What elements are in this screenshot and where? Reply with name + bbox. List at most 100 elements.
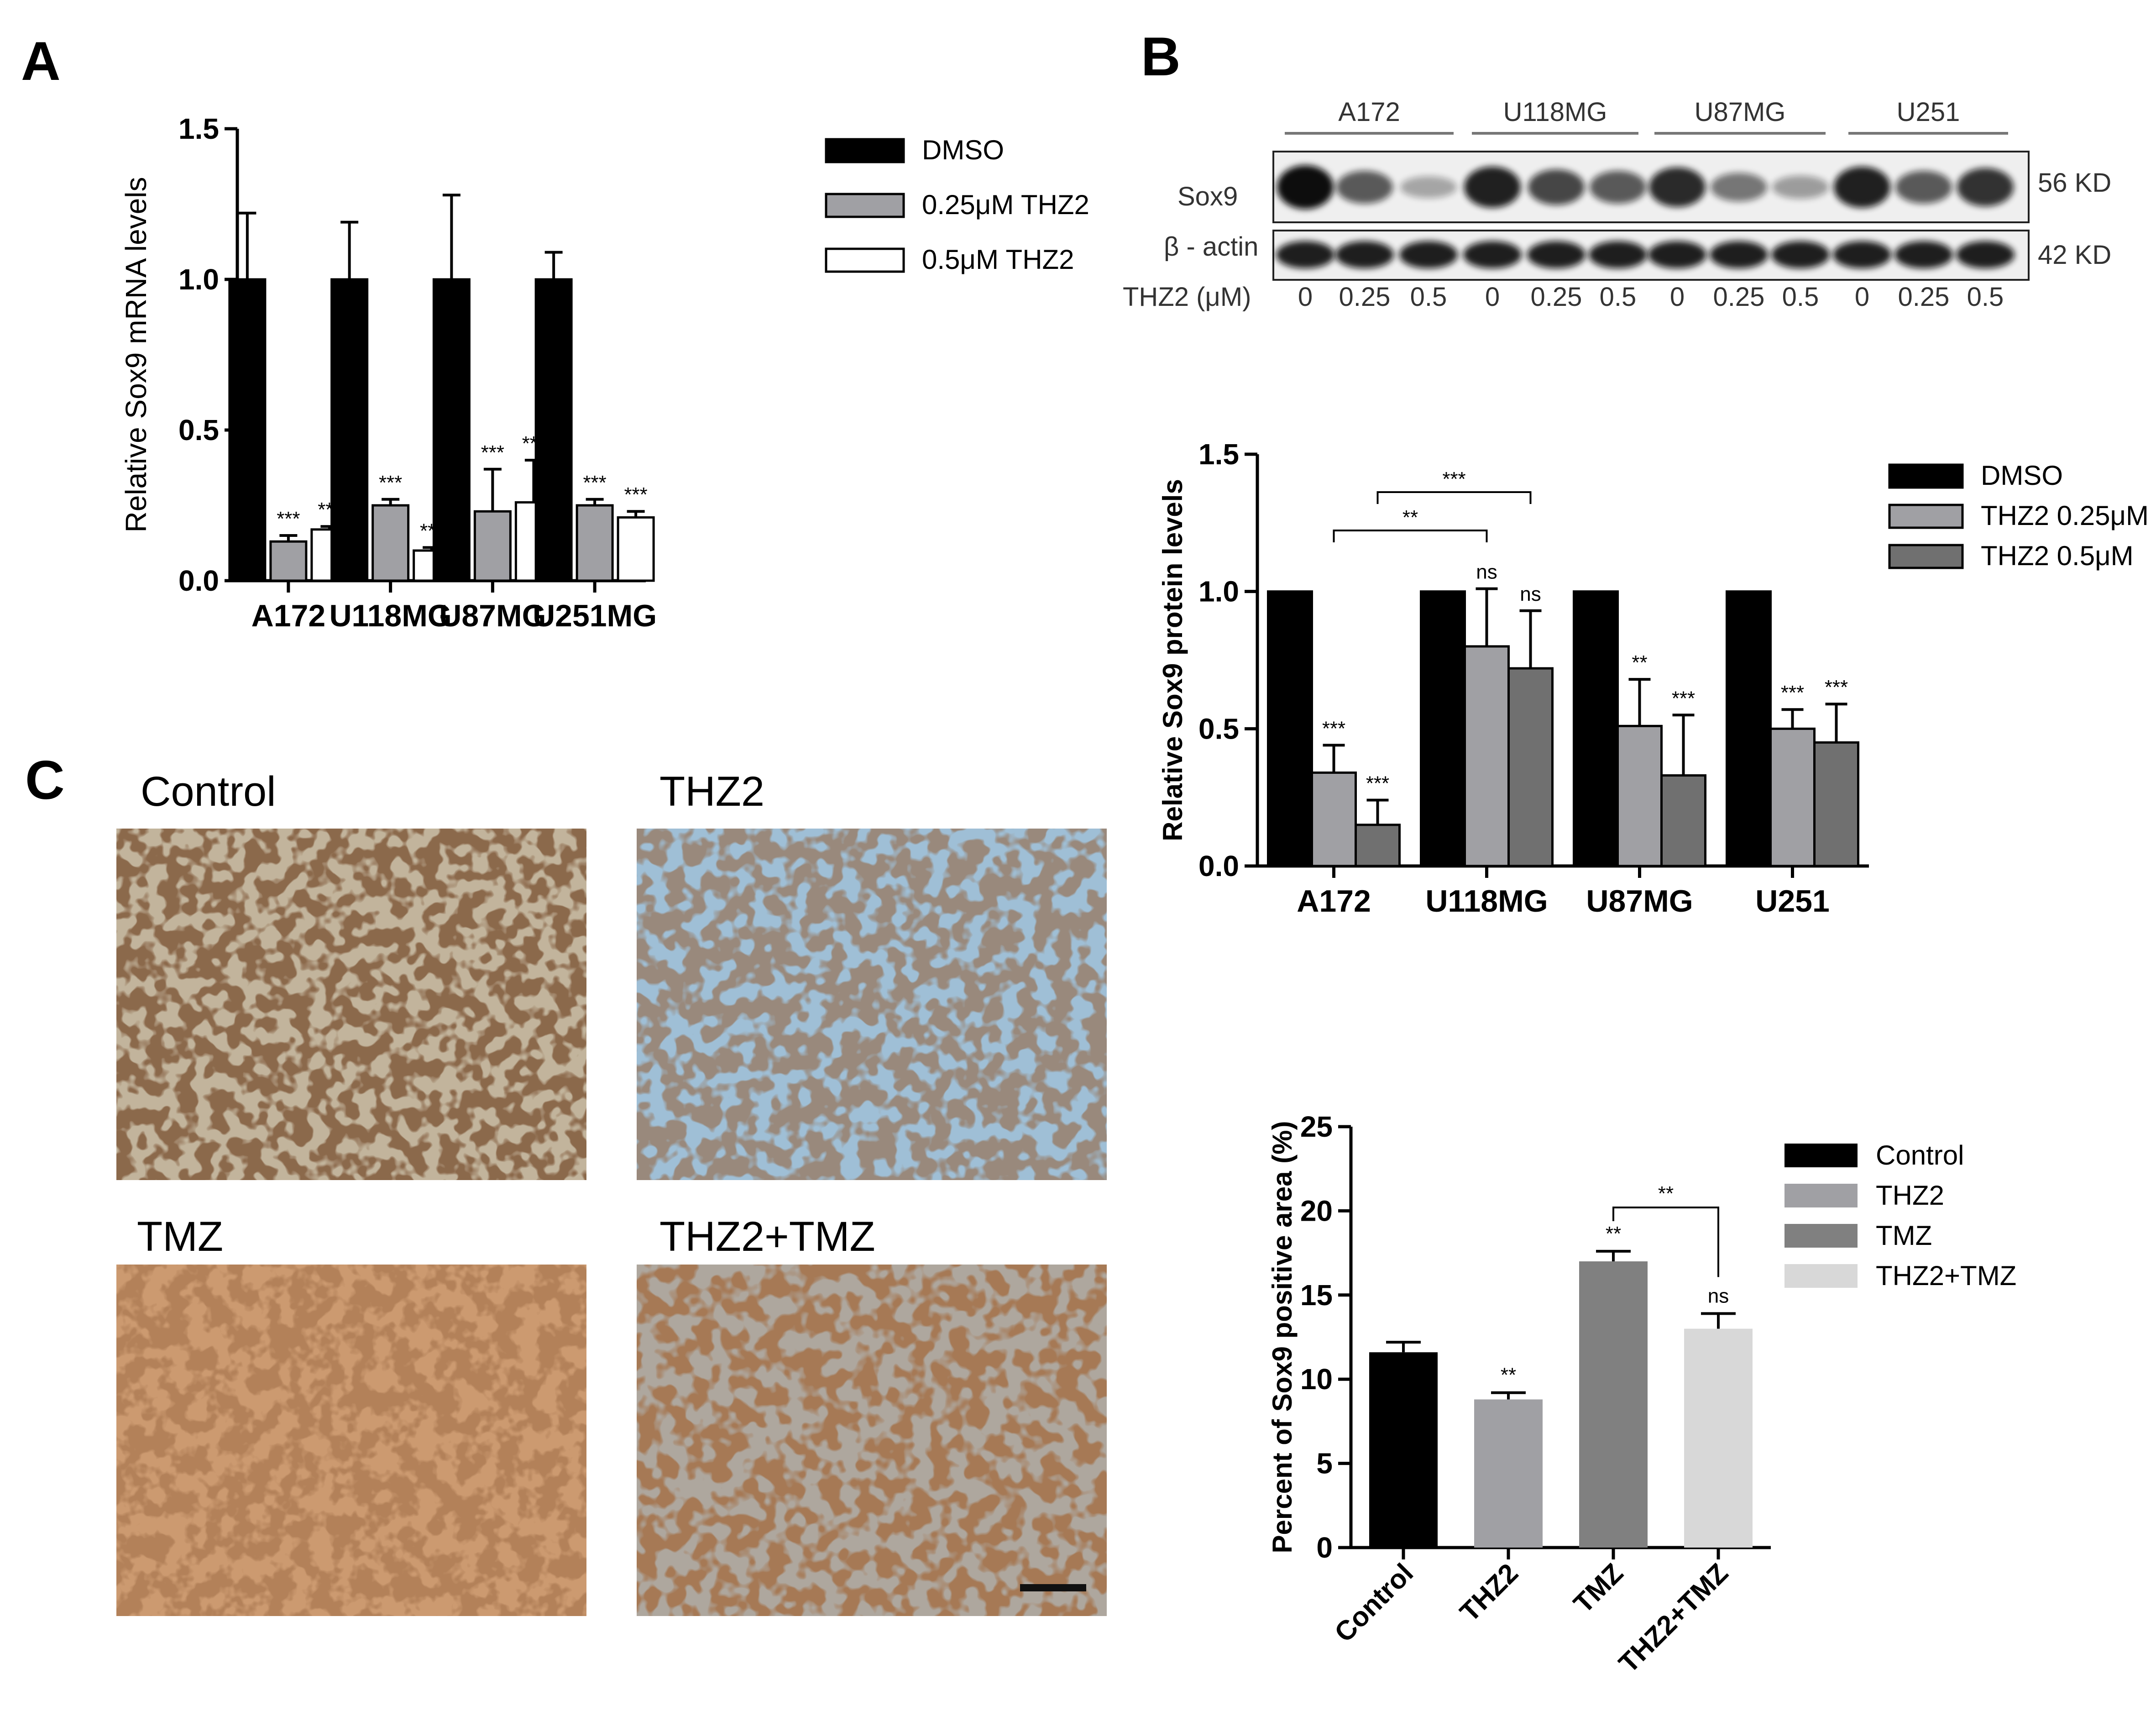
significance-label: ns bbox=[1708, 1285, 1729, 1307]
micrograph-thz2 bbox=[637, 829, 1107, 1180]
bar bbox=[1813, 741, 1859, 867]
significance-label: *** bbox=[379, 472, 402, 494]
micrograph-control bbox=[116, 829, 586, 1180]
micrograph-thz2-tmz bbox=[637, 1265, 1107, 1616]
x-tick-label: Control bbox=[1329, 1558, 1419, 1648]
actin-band bbox=[1771, 241, 1830, 268]
sox9-band bbox=[1957, 168, 2014, 206]
significance-label: *** bbox=[583, 472, 606, 494]
y-tick-label: 20 bbox=[1300, 1194, 1333, 1227]
bar bbox=[1267, 590, 1313, 867]
comparison-bracket bbox=[1333, 530, 1488, 542]
y-axis-label: Relative Sox9 protein levels bbox=[1157, 479, 1188, 841]
panel-label-b: B bbox=[1141, 26, 1181, 87]
significance-label: ** bbox=[1632, 651, 1647, 674]
legend-swatch bbox=[1888, 504, 1964, 529]
bar bbox=[432, 278, 471, 582]
y-tick-label: 0.0 bbox=[178, 564, 219, 597]
blot-cell-line-label: U87MG bbox=[1695, 97, 1786, 127]
bar bbox=[1579, 1261, 1648, 1548]
bar bbox=[1507, 667, 1554, 867]
sox9-band bbox=[1590, 171, 1646, 204]
comparison-label: ** bbox=[1658, 1182, 1674, 1205]
blot-dose: 0 bbox=[1298, 282, 1313, 312]
legend-swatch bbox=[1784, 1144, 1858, 1167]
bar bbox=[1660, 774, 1706, 867]
blot-cell-line-headers: A172 U118MG U87MG U251 bbox=[1285, 97, 2008, 135]
blot-row-label-actin: β - actin bbox=[1164, 232, 1258, 262]
legend-label: DMSO bbox=[922, 135, 1004, 165]
bar bbox=[1474, 1399, 1543, 1548]
legend-label: THZ2 0.25μM bbox=[1981, 500, 2149, 531]
legend-label: 0.5μM THZ2 bbox=[922, 244, 1074, 275]
bar bbox=[576, 504, 614, 582]
actin-band bbox=[1648, 241, 1706, 268]
significance-label: *** bbox=[1825, 676, 1848, 698]
micrograph-label-thz2: THZ2 bbox=[659, 768, 764, 815]
significance-label: *** bbox=[1322, 717, 1345, 740]
actin-band bbox=[1589, 241, 1647, 268]
bar bbox=[1420, 590, 1466, 867]
bar bbox=[1684, 1328, 1753, 1548]
x-tick-label: A172 bbox=[1297, 884, 1371, 918]
actin-band bbox=[1527, 241, 1586, 268]
blot-row-label-sox9: Sox9 bbox=[1177, 182, 1238, 211]
panel-label-c: C bbox=[25, 750, 65, 811]
y-tick-label: 10 bbox=[1300, 1363, 1333, 1396]
bar bbox=[1464, 645, 1510, 867]
bar bbox=[473, 510, 512, 582]
comparison-bracket bbox=[1612, 1207, 1719, 1277]
actin-band bbox=[1894, 241, 1953, 268]
legend-label: Control bbox=[1876, 1140, 1964, 1170]
significance-label: *** bbox=[1672, 687, 1695, 709]
blot-dose: 0 bbox=[1855, 282, 1869, 312]
legend-swatch bbox=[1784, 1184, 1858, 1207]
legend-label: THZ2 bbox=[1876, 1180, 1944, 1211]
significance-label: *** bbox=[1366, 772, 1389, 795]
x-tick-label: U87MG bbox=[439, 598, 546, 633]
bar bbox=[1369, 1352, 1438, 1548]
blot-dose-labels: 0 0.25 0.5 0 0.25 0.5 0 0.25 0.5 0 0.25 0.5 bbox=[1298, 282, 2004, 312]
blot-dose: 0.25 bbox=[1531, 282, 1582, 312]
blot-kd-actin: 42 KD bbox=[2038, 240, 2111, 270]
bar bbox=[1573, 590, 1619, 867]
blot-dose: 0.5 bbox=[1782, 282, 1819, 312]
significance-label: *** bbox=[1781, 682, 1804, 704]
sox9-band bbox=[1277, 165, 1334, 209]
mrna-bar-chart: 0.0 0.5 1.0 1.5 Relative Sox9 mRNA levels A17… bbox=[120, 112, 1089, 633]
significance-label: ns bbox=[1476, 561, 1497, 583]
legend-swatch bbox=[1784, 1264, 1858, 1288]
sox9-band bbox=[1895, 171, 1952, 204]
y-axis-label: Percent of Sox9 positive area (%) bbox=[1267, 1121, 1298, 1554]
actin-band bbox=[1463, 241, 1522, 268]
legend-label: THZ2+TMZ bbox=[1876, 1260, 2016, 1291]
comparison-label: *** bbox=[1442, 468, 1465, 490]
y-tick-label: 1.5 bbox=[1198, 438, 1239, 471]
x-tick-label: TMZ bbox=[1568, 1558, 1629, 1619]
y-tick-label: 0.5 bbox=[178, 414, 219, 446]
significance-label: *** bbox=[277, 508, 300, 530]
significance-label: ** bbox=[1606, 1223, 1621, 1245]
actin-band bbox=[1956, 241, 2015, 268]
legend-label: TMZ bbox=[1876, 1220, 1932, 1251]
blot-dose: 0.25 bbox=[1898, 282, 1950, 312]
actin-band bbox=[1335, 241, 1394, 268]
sox9-band bbox=[1464, 167, 1521, 208]
blot-dose: 0.25 bbox=[1339, 282, 1391, 312]
bar bbox=[372, 504, 410, 582]
sox9-band bbox=[1711, 173, 1767, 202]
y-tick-label: 5 bbox=[1316, 1447, 1333, 1480]
micrographs: Control THZ2 TMZ THZ2+TMZ bbox=[116, 768, 1107, 1616]
sox9-band bbox=[1336, 171, 1393, 204]
y-tick-label: 0.0 bbox=[1198, 850, 1239, 882]
panel-label-a: A bbox=[21, 31, 61, 92]
x-tick-label: THZ2+TMZ bbox=[1613, 1558, 1734, 1679]
legend-swatch bbox=[1784, 1224, 1858, 1248]
micrograph-label-tmz: TMZ bbox=[137, 1213, 223, 1260]
significance-label: *** bbox=[624, 483, 647, 506]
y-tick-label: 0 bbox=[1316, 1531, 1333, 1564]
sox9-band bbox=[1834, 167, 1890, 208]
legend-label: 0.25μM THZ2 bbox=[922, 189, 1089, 220]
bar bbox=[1311, 772, 1357, 867]
blot-cell-line-label: U118MG bbox=[1503, 97, 1607, 127]
